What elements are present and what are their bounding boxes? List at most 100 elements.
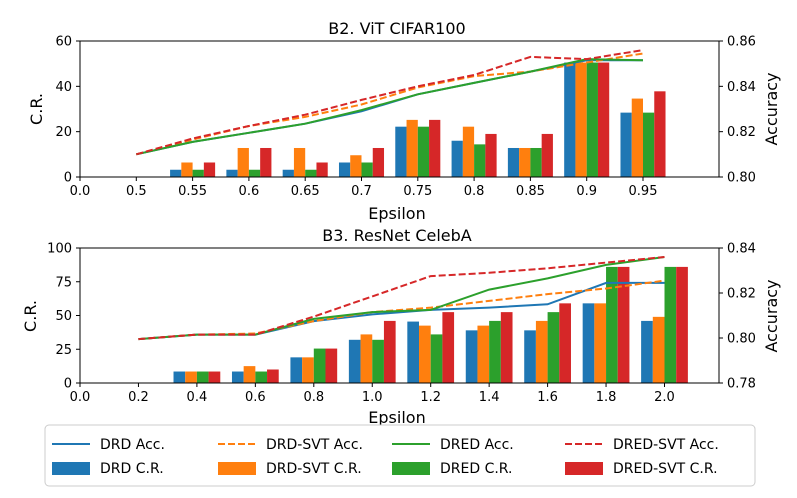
bar	[348, 339, 361, 383]
bar	[170, 169, 182, 177]
bar	[559, 303, 571, 383]
x-axis-label: Epsilon	[368, 204, 425, 223]
bar-group	[173, 266, 688, 383]
left-y-axis-label: C.R.	[27, 93, 46, 125]
bar	[582, 303, 595, 383]
bar	[293, 147, 306, 177]
bar	[524, 330, 536, 383]
bar	[597, 62, 610, 177]
plot-frame	[79, 40, 720, 178]
series-line	[138, 256, 665, 341]
bar	[474, 144, 486, 177]
bar	[654, 91, 666, 177]
bar	[208, 371, 221, 383]
right-y-tick-label: 0.80	[727, 332, 756, 347]
x-tick-label: 0.2	[128, 390, 149, 405]
bar	[535, 320, 548, 383]
right-y-tick-label: 0.82	[727, 287, 756, 302]
x-tick-label: 0.0	[70, 390, 91, 405]
bar	[395, 126, 407, 177]
legend-label: DRD-SVT Acc.	[266, 437, 363, 453]
bar	[260, 147, 272, 177]
bar	[594, 303, 607, 383]
bar	[173, 371, 186, 383]
bar	[290, 357, 303, 383]
bar	[643, 112, 655, 177]
bar	[325, 348, 338, 383]
legend-swatch	[392, 462, 430, 475]
bar	[575, 62, 587, 177]
bar	[406, 119, 418, 177]
right-y-tick-label: 0.82	[727, 125, 756, 140]
right-y-axis: 0.80 0.82 0.84 0.86	[719, 35, 756, 186]
legend-label: DRED C.R.	[440, 461, 513, 477]
bar	[451, 140, 463, 177]
bar	[360, 334, 373, 383]
bar	[442, 312, 455, 383]
right-y-axis: 0.78 0.80 0.82 0.84	[719, 242, 756, 392]
series-line	[136, 58, 644, 156]
legend-swatch	[565, 462, 603, 475]
x-tick-label: 0.6	[239, 184, 260, 199]
bar	[430, 334, 443, 383]
chart-title: B3. ResNet CelebA	[322, 226, 472, 245]
bar	[255, 371, 268, 383]
bar	[676, 266, 688, 383]
bar	[519, 147, 531, 177]
bar	[407, 321, 420, 383]
x-tick-label: 0.7	[351, 184, 372, 199]
chart-panel-resnet-celeba: B3. ResNet CelebA 0.0 0.2 0.4 0.6 0.8 1.0 1.2 1…	[21, 226, 781, 427]
bar	[383, 320, 396, 383]
legend: DRD Acc. DRD-SVT Acc. DRED Acc. DRED-SVT Ac…	[44, 424, 756, 487]
bar	[606, 266, 618, 383]
left-y-tick-label: 40	[55, 80, 72, 95]
legend-label: DRD C.R.	[100, 461, 164, 477]
x-tick-label: 2.0	[654, 390, 675, 405]
legend-swatch	[52, 462, 90, 475]
x-tick-label: 0.5	[126, 184, 147, 199]
x-tick-label: 1.2	[420, 390, 441, 405]
left-y-axis: 0 20 40 60	[55, 35, 80, 186]
left-y-tick-label: 0	[64, 377, 72, 392]
x-tick-label: 0.75	[403, 184, 432, 199]
bar	[419, 325, 431, 383]
bar	[489, 320, 501, 383]
x-tick-label: 1.8	[596, 390, 617, 405]
right-y-axis-label: Accuracy	[762, 279, 781, 352]
bar	[641, 320, 653, 383]
bar	[361, 162, 373, 177]
bar-group	[170, 62, 666, 177]
legend-label: DRED Acc.	[440, 437, 514, 453]
bar	[231, 371, 244, 383]
bar	[181, 162, 193, 177]
x-tick-label: 0.6	[245, 390, 266, 405]
left-y-tick-label: 20	[55, 125, 72, 140]
left-y-tick-label: 60	[55, 35, 72, 50]
bar	[652, 316, 665, 383]
x-axis: 0.0 0.5 0.55 0.6 0.65 0.7 0.75 0.8 0.85 0.9 0.95	[70, 177, 658, 199]
series-line	[136, 52, 644, 156]
x-tick-label: 0.8	[303, 390, 324, 405]
legend-label: DRD Acc.	[100, 437, 165, 453]
x-tick-label: 0.95	[629, 184, 658, 199]
bar	[631, 98, 643, 177]
legend-label: DRED-SVT Acc.	[613, 437, 719, 453]
bar	[530, 147, 542, 177]
x-axis-label: Epsilon	[368, 408, 425, 427]
left-y-tick-label: 25	[55, 343, 72, 358]
x-tick-label: 0.85	[516, 184, 545, 199]
bar	[462, 126, 475, 177]
right-y-axis-label: Accuracy	[762, 72, 781, 145]
left-y-axis: 0 25 50 75 100	[47, 242, 80, 392]
bar	[305, 169, 317, 177]
series-line	[138, 256, 665, 341]
x-tick-label: 0.65	[291, 184, 320, 199]
right-y-tick-label: 0.80	[727, 171, 756, 186]
left-y-tick-label: 0	[64, 171, 72, 186]
bar	[541, 133, 553, 177]
x-tick-label: 0.4	[187, 390, 208, 405]
left-y-axis-label: C.R.	[21, 300, 40, 332]
bar	[477, 325, 490, 383]
bar	[243, 366, 256, 383]
legend-label: DRED-SVT C.R.	[613, 461, 718, 477]
